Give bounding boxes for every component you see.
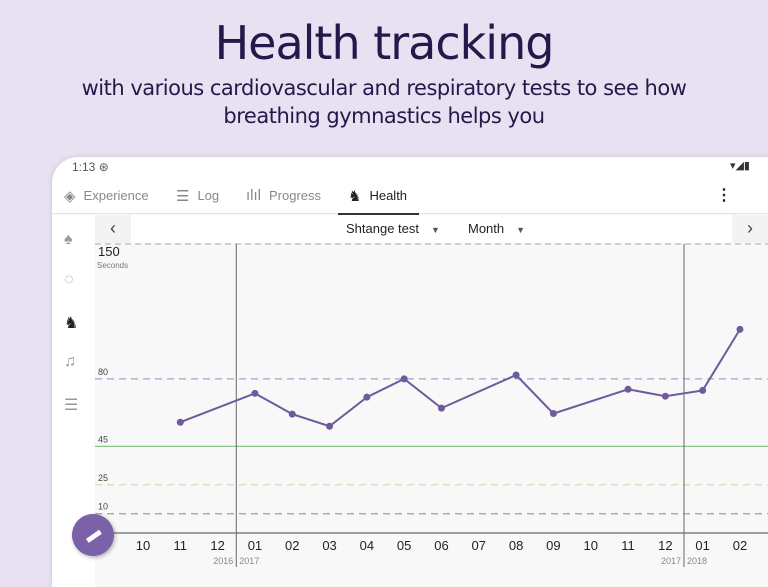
- subtitle-line: breathing gymnastics helps you: [223, 104, 545, 128]
- x-tick-label: 12: [658, 538, 672, 553]
- x-tick-label: 08: [509, 538, 523, 553]
- reference-label: 80: [98, 367, 108, 377]
- year-label: 2018: [687, 556, 707, 566]
- x-tick-label: 02: [733, 538, 747, 553]
- reference-label: 10: [98, 502, 108, 512]
- data-point: [549, 410, 557, 418]
- data-point: [699, 386, 707, 394]
- data-point: [661, 392, 669, 400]
- tab-bar: ◈ Experience ☰ Log ılıl Progress ♞ Health ⋮: [52, 177, 768, 215]
- x-tick-label: 07: [472, 538, 486, 553]
- year-label: 2017: [239, 556, 259, 566]
- data-point: [363, 393, 371, 401]
- period-dropdown[interactable]: Month ▼: [468, 221, 525, 236]
- period-value: Month: [468, 221, 505, 236]
- more-menu-icon[interactable]: ⋮: [716, 187, 732, 204]
- reference-label: 25: [98, 473, 108, 483]
- tab-health[interactable]: ♞ Health: [337, 177, 420, 215]
- x-tick-label: 05: [397, 538, 411, 553]
- clock: 1:13: [72, 160, 96, 174]
- data-point: [288, 410, 296, 418]
- data-point: [326, 422, 334, 430]
- x-tick-label: 10: [583, 538, 597, 553]
- ruler-icon: ▬: [81, 523, 105, 547]
- test-value: Shtange test: [346, 221, 419, 236]
- tab-progress[interactable]: ılıl Progress: [246, 177, 321, 214]
- hero-title: Health tracking: [214, 16, 555, 70]
- hero-subtitle: with various cardiovascular and respirat…: [0, 74, 768, 130]
- tab-label: Experience: [83, 188, 149, 203]
- sliders-icon[interactable]: ☰: [64, 397, 79, 414]
- chart-toolbar: ‹ Shtange test ▼ Month ▼ ›: [95, 215, 768, 243]
- x-tick-label: 06: [434, 538, 448, 553]
- data-point: [251, 389, 259, 397]
- heart-lungs-icon: ♞: [348, 187, 362, 205]
- line-chart: 150 Seconds 80 45 25 10 2016 2017 2017 2018 10 11…: [95, 243, 768, 567]
- tablet-screen: 1:13 ⊛ ▾◢▮ ◈ Experience ☰ Log ılıl Progress…: [52, 157, 768, 587]
- test-dropdown[interactable]: Shtange test ▼: [346, 221, 440, 236]
- bell-icon[interactable]: ♫: [64, 353, 76, 370]
- log-icon: ☰: [176, 187, 190, 205]
- bar-chart-icon: ılıl: [246, 187, 261, 204]
- chevron-down-icon: ▼: [516, 225, 526, 235]
- tab-label: Health: [369, 188, 408, 203]
- status-icons: ▾◢▮: [729, 160, 750, 172]
- x-tick-label: 09: [546, 538, 560, 553]
- x-tick-label: 03: [322, 538, 336, 553]
- status-time: 1:13 ⊛: [72, 160, 109, 174]
- y-axis-label: Seconds: [97, 261, 128, 270]
- x-tick-label: 11: [174, 538, 188, 553]
- data-point: [624, 385, 632, 393]
- data-point: [400, 375, 408, 383]
- x-tick-label: 04: [360, 538, 374, 553]
- prev-button[interactable]: ‹: [95, 215, 131, 243]
- next-button[interactable]: ›: [732, 215, 768, 243]
- y-max-label: 150: [98, 244, 120, 259]
- x-tick-label: 02: [285, 538, 299, 553]
- reference-label: 45: [98, 434, 108, 444]
- percent-timer-icon[interactable]: ◌: [64, 271, 74, 288]
- data-point: [176, 418, 184, 426]
- x-tick-label: 01: [248, 538, 262, 553]
- subtitle-line: with various cardiovascular and respirat…: [81, 76, 687, 100]
- data-point: [736, 325, 744, 333]
- year-label: 2017: [661, 556, 681, 566]
- x-tick-label: 01: [695, 538, 709, 553]
- year-label: 2016: [213, 556, 233, 566]
- compass-icon: ◈: [64, 187, 76, 205]
- tab-log[interactable]: ☰ Log: [176, 177, 219, 214]
- tab-label: Progress: [269, 188, 322, 203]
- tab-experience[interactable]: ◈ Experience: [64, 177, 149, 214]
- x-tick-label: 12: [210, 538, 224, 553]
- health-icon[interactable]: ♞: [64, 315, 79, 332]
- lungs-icon[interactable]: ♠: [64, 231, 73, 248]
- series-line: [179, 328, 741, 428]
- x-tick-label: 10: [136, 538, 150, 553]
- tab-label: Log: [197, 188, 220, 203]
- sync-icon: ⊛: [98, 160, 109, 174]
- chevron-down-icon: ▼: [431, 225, 440, 235]
- data-point: [437, 404, 445, 412]
- x-tick-label: 11: [621, 538, 635, 553]
- data-point: [512, 371, 520, 379]
